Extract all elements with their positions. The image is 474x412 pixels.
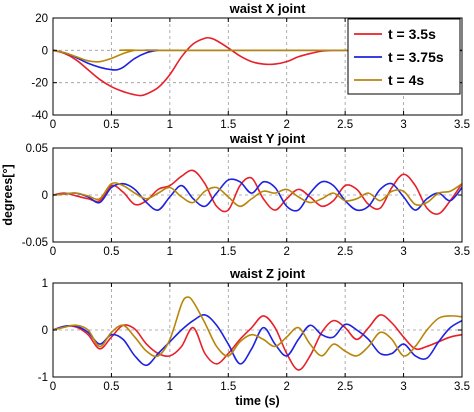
x-tick-label: 1 xyxy=(167,381,173,393)
x-tick-label: 1.5 xyxy=(220,246,236,258)
series-line xyxy=(52,296,463,358)
y-tick-label: 20 xyxy=(35,13,48,25)
y-tick-label: -1 xyxy=(38,372,48,384)
x-tick-label: 3.5 xyxy=(454,119,470,131)
series-line xyxy=(52,182,463,208)
chart-title: waist X joint xyxy=(229,1,307,16)
x-tick-label: 2 xyxy=(284,381,290,393)
x-tick-label: 2 xyxy=(284,246,290,258)
x-tick-label: 3 xyxy=(400,381,406,393)
chart-title: waist Y joint xyxy=(229,131,306,146)
y-tick-label: -40 xyxy=(31,110,48,122)
x-tick-label: 1.5 xyxy=(220,381,236,393)
y-tick-label: 0 xyxy=(42,325,48,337)
legend: t = 3.5s t = 3.75s t = 4s xyxy=(347,18,461,95)
x-tick-label: 0 xyxy=(50,381,56,393)
axes-frame xyxy=(52,282,463,378)
y-tick-label: 1 xyxy=(42,278,48,290)
series-line xyxy=(52,314,463,371)
x-tick-label: 0.5 xyxy=(103,119,119,131)
legend-entry: t = 3.75s xyxy=(388,49,444,65)
series-line xyxy=(52,178,463,212)
x-axis-label: time (s) xyxy=(235,394,279,408)
x-tick-label: 0 xyxy=(50,119,56,131)
x-tick-label: 3 xyxy=(400,119,406,131)
chart-title: waist Z joint xyxy=(229,266,306,281)
x-tick-label: 3.5 xyxy=(454,246,470,258)
y-axis-label: degrees[°] xyxy=(1,164,15,225)
x-tick-label: 1.5 xyxy=(220,119,236,131)
x-tick-label: 2 xyxy=(284,119,290,131)
x-tick-label: 0 xyxy=(50,246,56,258)
x-tick-label: 1 xyxy=(167,246,173,258)
series-layer xyxy=(52,36,463,371)
axes-frame xyxy=(52,17,463,116)
y-tick-label: 0 xyxy=(42,190,48,202)
legend-entry: t = 4s xyxy=(388,72,424,88)
y-tick-label: 0.05 xyxy=(26,143,48,155)
axes-frames-layer xyxy=(52,17,463,378)
y-tick-label: -20 xyxy=(31,78,48,90)
x-tick-label: 2.5 xyxy=(337,381,353,393)
x-tick-label: 3.5 xyxy=(454,381,470,393)
x-tick-label: 2.5 xyxy=(337,246,353,258)
series-line xyxy=(52,36,462,97)
y-tick-label: -0.05 xyxy=(22,237,48,249)
y-tick-label: 0 xyxy=(42,45,48,57)
x-tick-label: 3 xyxy=(400,246,406,258)
series-line xyxy=(52,49,462,63)
legend-entry: t = 3.5s xyxy=(388,26,436,42)
x-tick-label: 1 xyxy=(167,119,173,131)
series-line xyxy=(52,314,463,367)
x-tick-label: 0.5 xyxy=(103,381,119,393)
axes-frame xyxy=(52,147,463,243)
x-tick-label: 0.5 xyxy=(103,246,119,258)
x-tick-label: 2.5 xyxy=(337,119,353,131)
